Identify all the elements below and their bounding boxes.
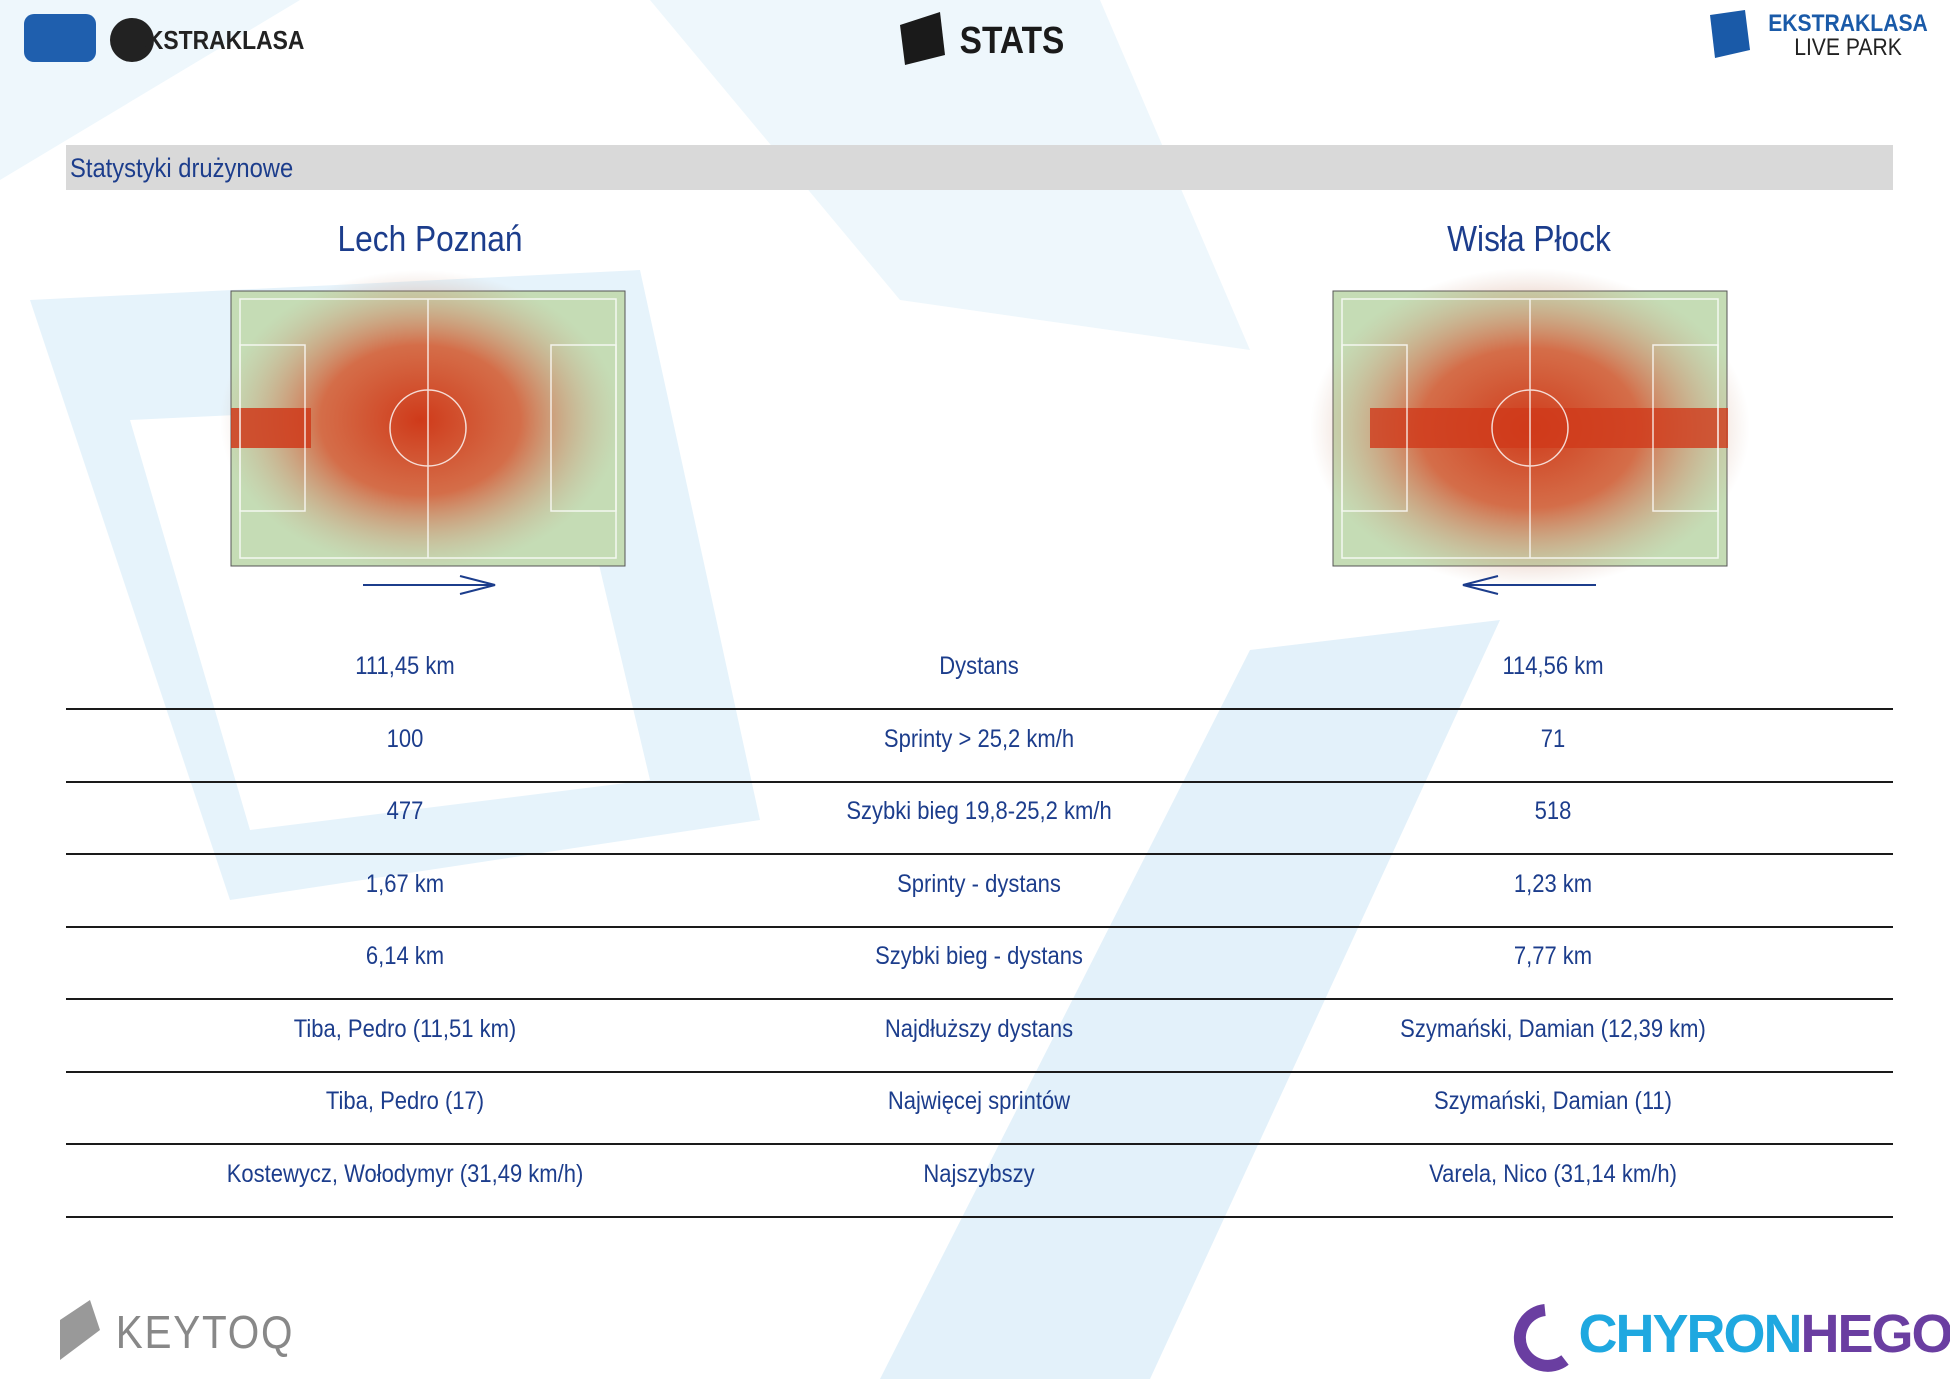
logo-text: EKSTRAKLASA <box>131 25 305 55</box>
logo-text: EKSTRAKLASA <box>1768 10 1928 37</box>
footer-logo: KEYTOQ <box>115 1306 295 1358</box>
stat-label: Najdłuższy dystans <box>884 1014 1074 1043</box>
stat-value: 111,45 km <box>355 652 455 680</box>
team-name: Wisła Płock <box>1447 218 1611 259</box>
row-divider <box>66 1070 1893 1073</box>
stat-label: Dystans <box>939 652 1019 680</box>
stat-value: 1,23 km <box>1513 869 1593 898</box>
stat-label: Najwięcej sprintów <box>887 1087 1071 1115</box>
stat-value: Szymański, Damian (12,39 km) <box>1400 1014 1706 1043</box>
logo-text: LIVE PARK <box>1794 34 1902 61</box>
stat-value: 518 <box>1534 797 1572 825</box>
stat-label: Najszybszy <box>923 1159 1035 1188</box>
stat-value: Tiba, Pedro (11,51 km) <box>293 1014 517 1043</box>
section-title: Statystyki drużynowe <box>70 153 294 183</box>
stat-value: 71 <box>1540 724 1566 753</box>
stat-value: Varela, Nico (31,14 km/h) <box>1429 1159 1677 1188</box>
team-name: Lech Poznań <box>337 218 523 259</box>
footer-logo: CHYRONHEGO <box>1578 1303 1950 1365</box>
stat-value: 114,56 km <box>1502 652 1604 680</box>
stat-label: Sprinty > 25,2 km/h <box>883 724 1075 753</box>
stat-value: 477 <box>386 797 424 825</box>
row-divider <box>66 853 1893 855</box>
row-divider <box>66 1143 1893 1145</box>
stat-label: Szybki bieg 19,8-25,2 km/h <box>846 797 1112 825</box>
heatmap-left <box>220 270 626 595</box>
row-divider <box>66 925 1893 928</box>
stat-value: 7,77 km <box>1513 942 1593 970</box>
stat-value: Tiba, Pedro (17) <box>325 1087 485 1115</box>
stat-value: Szymański, Damian (11) <box>1434 1087 1672 1115</box>
heatmap-right <box>1310 268 1750 595</box>
row-divider <box>66 780 1893 783</box>
row-divider <box>66 1215 1893 1218</box>
stat-value: Kostewycz, Wołodymyr (31,49 km/h) <box>226 1159 584 1188</box>
logo-part: HEGO <box>1800 1304 1950 1364</box>
stat-label: Sprinty - dystans <box>897 869 1061 898</box>
logo-text: STATS <box>959 20 1065 62</box>
row-divider <box>66 708 1893 710</box>
stat-label: Szybki bieg - dystans <box>875 942 1083 970</box>
stat-value: 6,14 km <box>365 942 445 970</box>
logo-part: CHYRON <box>1578 1304 1802 1364</box>
stat-value: 100 <box>386 724 424 753</box>
row-divider <box>66 998 1893 1000</box>
stat-value: 1,67 km <box>365 869 445 898</box>
